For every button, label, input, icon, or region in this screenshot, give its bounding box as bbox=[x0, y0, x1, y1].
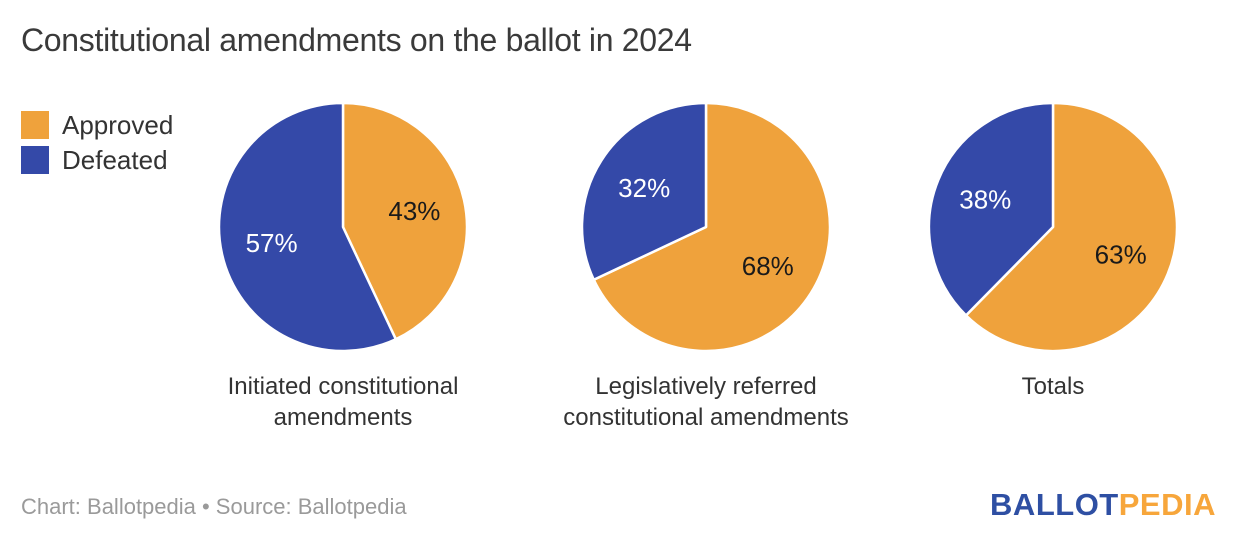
pie-slice-approved bbox=[341, 101, 469, 341]
legend-item-defeated: Defeated bbox=[21, 146, 173, 174]
pie-caption-initiated-amendments: Initiated constitutional amendments bbox=[227, 373, 459, 431]
pie-svg-initiated: 43% 57% bbox=[217, 101, 469, 353]
legend-label-approved: Approved bbox=[62, 110, 174, 140]
logo-part-ballot: BALLOT bbox=[990, 487, 1119, 522]
legend-item-approved: Approved bbox=[21, 111, 173, 139]
pie-svg-totals: 63% 38% bbox=[927, 101, 1179, 353]
pie-slice-defeated bbox=[580, 101, 708, 282]
pie-svg-legislatively-referred: 68% 32% bbox=[580, 101, 832, 353]
ballotpedia-logo: BALLOTPEDIA bbox=[990, 487, 1216, 523]
pie-chart-totals: 63% 38% bbox=[923, 97, 1183, 357]
pie-slice-approved bbox=[964, 101, 1179, 353]
legend: Approved Defeated bbox=[21, 111, 173, 181]
legend-label-defeated: Defeated bbox=[62, 145, 168, 175]
pie-slice-defeated bbox=[217, 101, 398, 353]
legend-swatch-defeated bbox=[21, 146, 49, 174]
pie-chart-initiated-amendments: 43% 57% bbox=[213, 97, 473, 357]
slice-value-label: 43% bbox=[388, 196, 440, 226]
logo-part-pedia: PEDIA bbox=[1118, 487, 1216, 522]
pie-slice-approved bbox=[592, 101, 832, 353]
chart-title: Constitutional amendments on the ballot … bbox=[21, 22, 692, 58]
legend-swatch-approved bbox=[21, 111, 49, 139]
slice-value-label: 38% bbox=[959, 184, 1011, 214]
pie-caption-totals: Totals bbox=[1021, 373, 1085, 400]
attribution-text: Chart: Ballotpedia • Source: Ballotpedia bbox=[21, 494, 407, 519]
slice-value-label: 32% bbox=[618, 173, 670, 203]
pie-chart-legislatively-referred: 68% 32% bbox=[576, 97, 836, 357]
slice-value-label: 57% bbox=[246, 228, 298, 258]
pie-caption-legislatively-referred: Legislatively referred constitutional am… bbox=[563, 373, 849, 431]
slice-value-label: 68% bbox=[742, 251, 794, 281]
pie-slice-defeated bbox=[927, 101, 1055, 317]
slice-value-label: 63% bbox=[1095, 240, 1147, 270]
